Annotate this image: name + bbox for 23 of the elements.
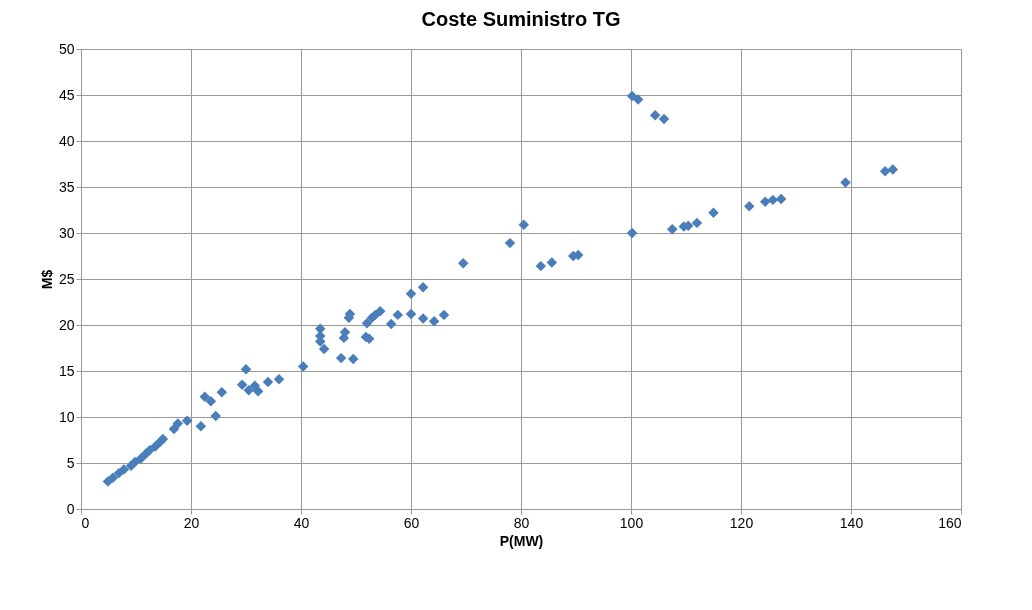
- y-tick-label: 15: [58, 362, 75, 379]
- x-tick-label: 20: [183, 514, 200, 531]
- y-tick-label: 30: [58, 224, 75, 241]
- x-tick-label: 120: [729, 514, 754, 531]
- x-tick-label: 140: [839, 514, 864, 531]
- x-tick-label: 60: [403, 514, 420, 531]
- x-tick-label: 160: [938, 514, 962, 531]
- y-tick-label: 40: [58, 132, 75, 149]
- y-tick-label: 10: [58, 408, 75, 425]
- x-tick-label: 80: [513, 514, 530, 531]
- y-tick-label: 35: [58, 178, 75, 195]
- y-axis-title: M$: [38, 269, 55, 290]
- y-tick-label: 0: [66, 500, 75, 517]
- chart-title: Coste Suministro TG: [421, 8, 621, 30]
- x-axis-title: P(MW): [499, 532, 544, 549]
- y-tick-label: 5: [66, 454, 75, 471]
- x-tick-label: 0: [81, 514, 90, 531]
- x-tick-label: 100: [619, 514, 644, 531]
- y-tick-label: 45: [58, 86, 75, 103]
- y-tick-label: 25: [58, 270, 75, 287]
- y-tick-label: 50: [58, 40, 75, 57]
- x-tick-label: 40: [293, 514, 310, 531]
- y-tick-label: 20: [58, 316, 75, 333]
